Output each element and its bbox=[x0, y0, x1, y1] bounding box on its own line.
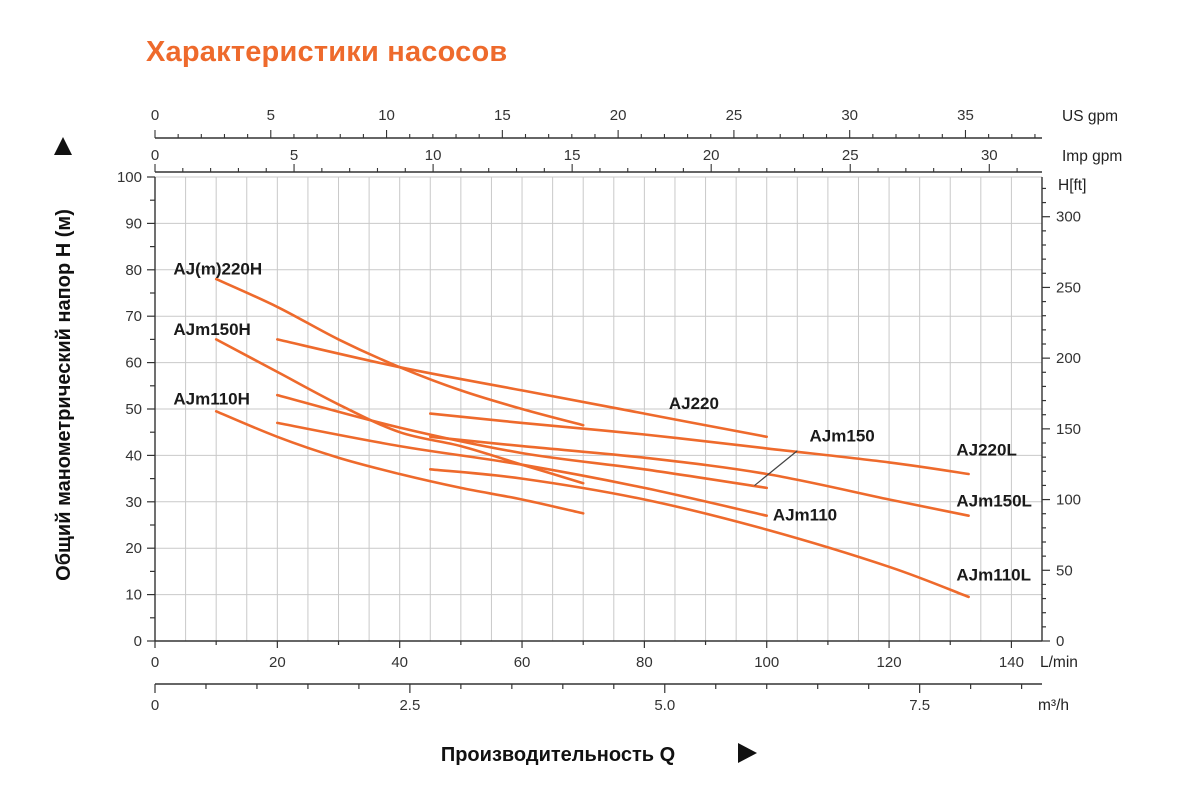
impgpm-tick-label: 10 bbox=[425, 147, 442, 164]
curve-label: AJ220 bbox=[669, 394, 719, 413]
ft-tick-label: 200 bbox=[1056, 350, 1081, 367]
curve-label: AJm110 bbox=[773, 505, 837, 524]
m3h-tick-label: 7.5 bbox=[909, 697, 930, 714]
curve-label: AJ(m)220H bbox=[173, 259, 262, 278]
lmin-tick-label: 60 bbox=[514, 654, 531, 671]
curve-label: AJm150H bbox=[173, 320, 251, 339]
ft-tick-label: 0 bbox=[1056, 633, 1064, 650]
lmin-tick-label: 20 bbox=[269, 654, 286, 671]
series-line bbox=[214, 410, 585, 515]
series-line bbox=[276, 421, 768, 517]
y-tick-label: 60 bbox=[125, 355, 142, 372]
series-line bbox=[429, 412, 970, 476]
lmin-tick-label: 140 bbox=[999, 654, 1024, 671]
axes: 0102030405060708090100050100150200250300… bbox=[117, 107, 1122, 714]
axis-titles: Производительность Q Общий манометрически… bbox=[53, 137, 757, 766]
usgpm-tick-label: 10 bbox=[378, 107, 395, 124]
ft-tick-label: 300 bbox=[1056, 209, 1081, 226]
y-tick-label: 90 bbox=[125, 215, 142, 232]
lmin-tick-label: 120 bbox=[877, 654, 902, 671]
y-tick-label: 80 bbox=[125, 262, 142, 279]
m3h-tick-label: 2.5 bbox=[399, 697, 420, 714]
x-axis-arrow-icon bbox=[738, 743, 757, 763]
impgpm-unit-label: Imp gpm bbox=[1062, 148, 1122, 165]
usgpm-tick-label: 15 bbox=[494, 107, 511, 124]
curve-label: AJ220L bbox=[956, 440, 1016, 459]
lmin-tick-label: 100 bbox=[754, 654, 779, 671]
y-tick-label: 100 bbox=[117, 169, 142, 186]
usgpm-unit-label: US gpm bbox=[1062, 108, 1118, 125]
series-line bbox=[276, 338, 768, 439]
lmin-tick-label: 0 bbox=[151, 654, 159, 671]
y-tick-label: 50 bbox=[125, 401, 142, 418]
curve-label: AJm110L bbox=[956, 566, 1031, 585]
series-line bbox=[276, 393, 768, 490]
usgpm-tick-label: 30 bbox=[841, 107, 858, 124]
ft-tick-label: 100 bbox=[1056, 492, 1081, 509]
curve-label: AJm150 bbox=[810, 426, 875, 445]
curve-label: AJm110H bbox=[173, 389, 250, 408]
impgpm-tick-label: 15 bbox=[564, 147, 581, 164]
m3h-tick-label: 5.0 bbox=[654, 697, 675, 714]
y-tick-label: 0 bbox=[134, 633, 142, 650]
impgpm-tick-label: 5 bbox=[290, 147, 298, 164]
x-axis-title: Производительность Q bbox=[441, 744, 675, 766]
lmin-unit-label: L/min bbox=[1040, 654, 1078, 671]
impgpm-tick-label: 0 bbox=[151, 147, 159, 164]
grid bbox=[154, 176, 1043, 642]
y-tick-label: 30 bbox=[125, 494, 142, 511]
y-axis-title: Общий манометрический напор H (м) bbox=[53, 209, 75, 581]
chart-title: Характеристики насосов bbox=[146, 36, 508, 68]
usgpm-tick-label: 0 bbox=[151, 107, 159, 124]
usgpm-tick-label: 5 bbox=[267, 107, 275, 124]
m3h-unit-label: m³/h bbox=[1038, 697, 1069, 714]
y-tick-label: 70 bbox=[125, 308, 142, 325]
impgpm-tick-label: 30 bbox=[981, 147, 998, 164]
ft-unit-label: H[ft] bbox=[1058, 177, 1086, 194]
curve-labels: AJ(m)220H AJm150H AJm110H AJ220 AJm150 AJ220L… bbox=[173, 259, 1032, 584]
y-tick-label: 40 bbox=[125, 447, 142, 464]
curves bbox=[214, 277, 970, 599]
ft-tick-label: 150 bbox=[1056, 421, 1081, 438]
impgpm-tick-label: 20 bbox=[703, 147, 720, 164]
ft-tick-label: 250 bbox=[1056, 279, 1081, 296]
usgpm-tick-label: 25 bbox=[726, 107, 743, 124]
y-tick-label: 10 bbox=[125, 587, 142, 604]
impgpm-tick-label: 25 bbox=[842, 147, 859, 164]
curve-label: AJm150L bbox=[956, 491, 1032, 510]
usgpm-tick-label: 35 bbox=[957, 107, 974, 124]
lmin-tick-label: 80 bbox=[636, 654, 653, 671]
series-line bbox=[429, 435, 970, 517]
y-axis-arrow-icon bbox=[54, 137, 72, 155]
y-tick-label: 20 bbox=[125, 540, 142, 557]
usgpm-tick-label: 20 bbox=[610, 107, 627, 124]
series-line bbox=[429, 468, 970, 599]
leader-line bbox=[754, 450, 798, 487]
ft-tick-label: 50 bbox=[1056, 562, 1073, 579]
m3h-tick-label: 0 bbox=[151, 697, 159, 714]
lmin-tick-label: 40 bbox=[391, 654, 408, 671]
